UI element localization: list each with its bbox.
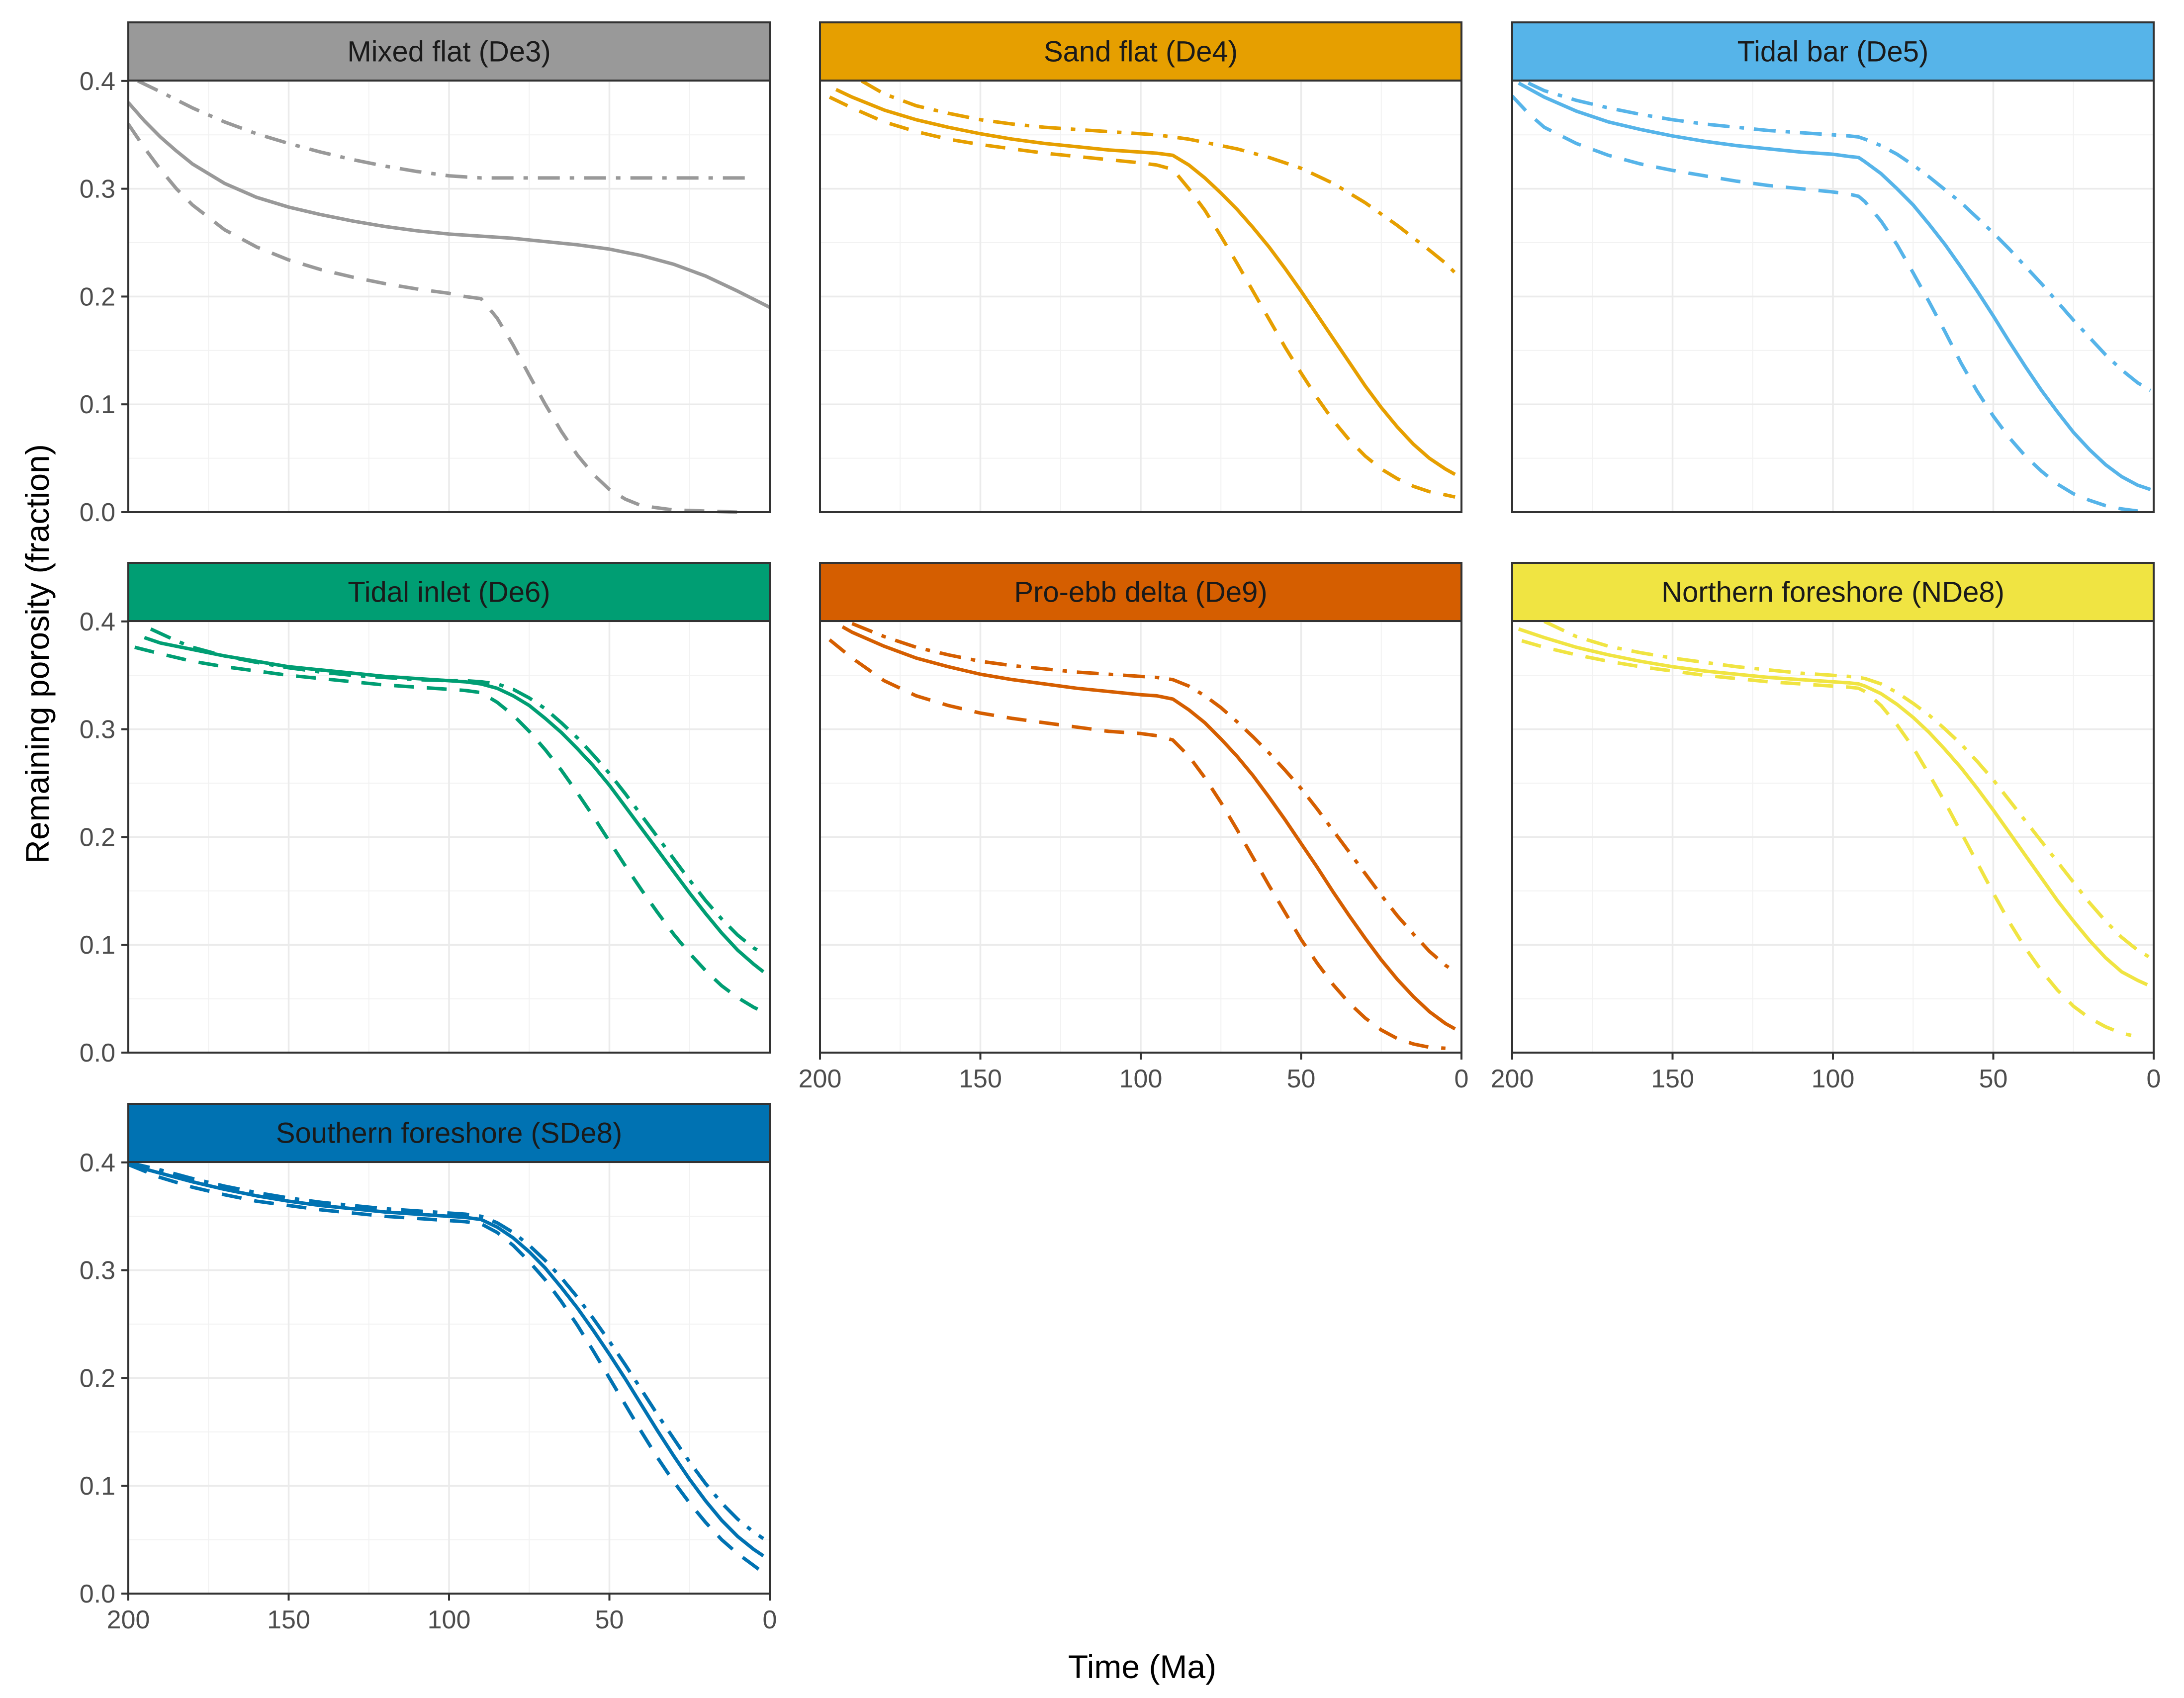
panel-strip (819, 562, 1462, 622)
x-tick-label: 0 (763, 1606, 777, 1634)
series-line-dashed (127, 123, 738, 514)
series-line-solid (1518, 627, 2148, 986)
x-tick-label: 100 (1812, 1065, 1855, 1093)
panel-strip (127, 21, 771, 82)
panel-strip (1511, 21, 2155, 82)
y-tick-label: 0.3 (80, 715, 115, 744)
panel-tidal-bar-de5: Tidal bar (De5) (1511, 21, 2155, 513)
x-tick-label: 150 (1651, 1065, 1694, 1093)
series-line-solid (128, 1162, 765, 1558)
series-line-dashdot (851, 622, 1456, 974)
panel-strip (1511, 562, 2155, 622)
y-tick-label: 0.4 (80, 1149, 115, 1177)
x-tick-label: 50 (1287, 1065, 1316, 1093)
series-line-dashdot (137, 79, 751, 180)
panel-title: Tidal bar (De5) (1737, 36, 1929, 68)
panel-title: Pro-ebb delta (De9) (1014, 576, 1267, 609)
y-tick-label: 0.4 (80, 608, 115, 636)
panel-title: Mixed flat (De3) (347, 36, 550, 68)
y-tick-label: 0.1 (80, 390, 115, 419)
series-line-dashed (828, 95, 1456, 499)
panel-title: Northern foreshore (NDe8) (1661, 576, 2004, 609)
y-tick-label: 0.1 (80, 1472, 115, 1501)
panel-southern-foreshore-sde8: Southern foreshore (SDe8) 0.0 0.1 0.2 0.3 0.4… (80, 1103, 777, 1634)
series-line-dashed (127, 1162, 768, 1577)
panel-strip (127, 562, 771, 622)
series-line-dashed (134, 645, 764, 1013)
y-tick-label: 0.3 (80, 175, 115, 204)
panel-pro-ebb-delta-de9: Pro-ebb delta (De9) 200 150 100 50 0 (799, 562, 1469, 1093)
x-tick-label: 50 (595, 1606, 624, 1634)
y-tick-label: 0.2 (80, 823, 115, 852)
x-tick-label: 0 (1455, 1065, 1469, 1093)
x-tick-label: 150 (267, 1606, 310, 1634)
x-tick-label: 150 (959, 1065, 1002, 1093)
y-tick-label: 0.0 (80, 1580, 115, 1609)
y-tick-label: 0.0 (80, 498, 115, 527)
panel-strip (819, 21, 1462, 82)
x-tick-label: 50 (1979, 1065, 2008, 1093)
panel-mixed-flat-de3: Mixed flat (De3) 0.0 0.1 0.2 0.3 0.4 (80, 21, 771, 527)
series-line-dashdot (150, 627, 764, 955)
x-tick-label: 100 (1119, 1065, 1163, 1093)
x-axis-title: Time (Ma) (1068, 1648, 1216, 1685)
series-line-solid (835, 88, 1456, 476)
x-tick-label: 0 (2147, 1065, 2161, 1093)
panel-title: Tidal inlet (De6) (348, 576, 550, 609)
x-tick-label: 200 (1491, 1065, 1534, 1093)
series-line-solid (1518, 82, 2151, 491)
y-axis-title: Remaining porosity (fraction) (19, 444, 56, 864)
series-line-solid (127, 101, 771, 309)
panel-tidal-inlet-de6: Tidal inlet (De6) 0.0 0.1 0.2 0.3 0.4 (80, 562, 771, 1068)
y-tick-label: 0.3 (80, 1256, 115, 1285)
panel-title: Sand flat (De4) (1044, 36, 1238, 68)
series-line-solid (841, 625, 1456, 1031)
series-line-dashed (828, 638, 1446, 1050)
x-tick-label: 200 (799, 1065, 842, 1093)
y-tick-label: 0.2 (80, 282, 115, 311)
series-line-dashdot (1544, 620, 2152, 960)
panel-sand-flat-de4: Sand flat (De4) (819, 21, 1462, 513)
y-tick-label: 0.4 (80, 67, 115, 96)
y-tick-label: 0.0 (80, 1039, 115, 1068)
panel-title: Southern foreshore (SDe8) (276, 1117, 622, 1150)
series-line-dashed (1521, 639, 2132, 1037)
x-tick-label: 100 (428, 1606, 471, 1634)
y-tick-label: 0.2 (80, 1364, 115, 1393)
y-tick-label: 0.1 (80, 931, 115, 960)
x-tick-label: 200 (107, 1606, 150, 1634)
series-line-dashdot (1527, 81, 2152, 392)
panel-strip (127, 1103, 771, 1163)
panel-northern-foreshore-nde8: Northern foreshore (NDe8) 200 150 100 50 0 (1491, 562, 2161, 1093)
